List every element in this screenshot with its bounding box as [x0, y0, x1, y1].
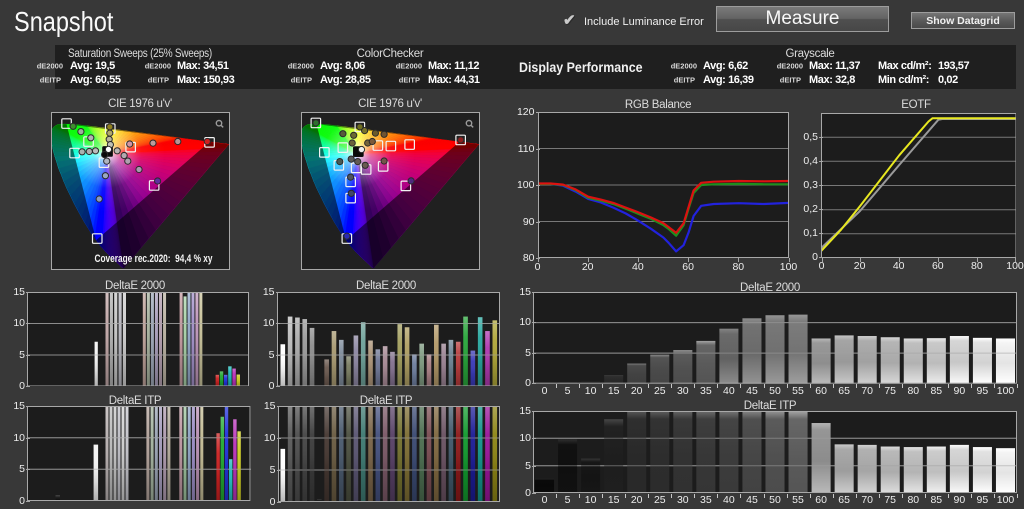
svg-text:Coverage rec.2020: 94,4 % xy: Coverage rec.2020: 94,4 % xy [95, 253, 214, 265]
